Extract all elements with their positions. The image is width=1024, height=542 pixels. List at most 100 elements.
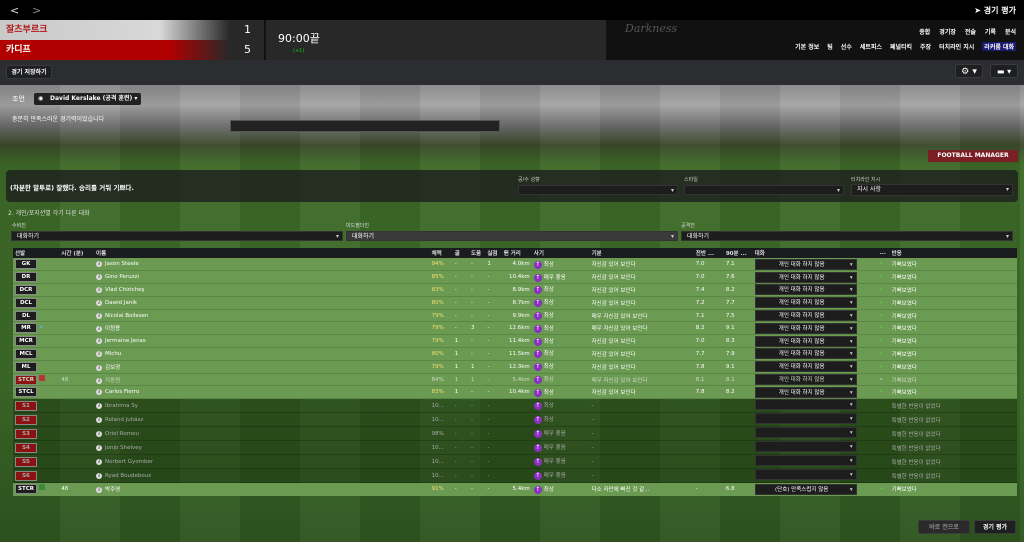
player-row[interactable]: STCL i Carlos Fierro 83% 1 - - 10.4km ↑ 최상… — [13, 385, 1017, 400]
player-name[interactable]: i Michu — [94, 347, 430, 361]
player-row[interactable]: DR i Gino Peruzzi 85% - - - 10.4km ↑ 매우 좋음… — [13, 270, 1017, 285]
player-name[interactable]: i 김보경 — [94, 360, 430, 374]
player-talk-select[interactable]: 개인 대화 하지 않음 — [754, 284, 857, 296]
submenu-item[interactable]: 세트피스 — [859, 44, 882, 51]
info-icon[interactable]: i — [96, 326, 103, 333]
player-name[interactable]: i Jermaine Jenas — [94, 334, 430, 349]
column-header[interactable]: 반응 — [889, 248, 1017, 258]
column-header[interactable]: 사기 — [531, 248, 590, 258]
submenu-item[interactable]: 터치라인 지시 — [939, 44, 975, 51]
menu-item[interactable]: 종합 — [919, 29, 931, 36]
player-name[interactable]: i Jason Steele — [94, 258, 430, 272]
chat-button[interactable]: ▬ ▾ — [990, 64, 1018, 78]
submenu-item[interactable]: 팀 — [827, 44, 833, 51]
info-icon[interactable]: i — [96, 402, 103, 409]
player-talk-select[interactable]: (단호) 만족스럽지 않음 — [754, 483, 857, 495]
info-icon[interactable]: i — [96, 487, 103, 494]
away-team[interactable]: 카디프 — [0, 40, 260, 60]
player-talk-select[interactable]: 개인 대화 하지 않음 — [754, 258, 857, 270]
menu-item[interactable]: 분석 — [1004, 29, 1016, 36]
player-name[interactable]: i Oriol Romeu — [94, 426, 430, 442]
player-talk-select[interactable]: 개인 대화 하지 않음 — [754, 322, 857, 334]
player-talk-select[interactable]: 개인 대화 하지 않음 — [754, 335, 857, 347]
player-row[interactable]: S6 i Ryad Boudebouz 10... - - - ↑ 매우 좋음 - … — [13, 468, 1017, 484]
info-icon[interactable]: i — [96, 472, 103, 479]
player-name[interactable]: i Gino Peruzzi — [94, 270, 430, 285]
player-row[interactable]: MCR i Jermaine Jenas 79% 1 - - 11.4km ↑ 최상… — [13, 334, 1017, 349]
submenu-item[interactable]: 페널티킥 — [889, 44, 913, 51]
player-talk-select[interactable]: 개인 대화 하지 않음 — [754, 374, 857, 386]
player-name[interactable]: i Dawid Janik — [94, 296, 430, 310]
match-eval-link[interactable]: ➤ 경기 평가 — [974, 6, 1016, 15]
defence-talk-select[interactable]: 대화하기 — [11, 231, 343, 241]
info-icon[interactable]: i — [96, 274, 103, 281]
info-icon[interactable]: i — [96, 416, 103, 423]
column-header[interactable]: ... — [877, 248, 890, 258]
player-talk-select[interactable] — [754, 399, 857, 411]
player-row[interactable]: DCR i Vlad Chiricheş 83% - - - 8.9km ↑ 최상 … — [13, 283, 1017, 297]
player-name[interactable]: i 박주영 — [94, 482, 430, 496]
info-icon[interactable]: i — [96, 261, 103, 268]
info-icon[interactable]: i — [96, 377, 103, 384]
column-header[interactable]: 뛴 거리 — [501, 248, 532, 258]
column-header[interactable]: 도움 — [469, 248, 486, 258]
player-name[interactable]: i 이청용 — [94, 321, 430, 336]
player-name[interactable]: i Ibrahima Sy — [94, 398, 430, 414]
back-button-footer[interactable]: 바로 전으로 — [918, 520, 970, 534]
column-header[interactable]: 대화 — [752, 248, 878, 258]
attack-talk-select[interactable]: 대화하기 — [681, 231, 1013, 241]
back-button[interactable]: < — [10, 4, 20, 17]
column-header[interactable]: 이름 — [94, 248, 430, 258]
info-icon[interactable]: i — [96, 350, 103, 357]
player-name[interactable]: i Carlos Fierro — [94, 385, 430, 400]
submenu-item[interactable]: 라커룸 대화 — [982, 42, 1016, 51]
player-row[interactable]: S5 i Norbert Gyomber 10... - - - ↑ 매우 좋음 -… — [13, 454, 1017, 470]
player-row[interactable]: MR ✦ i 이청용 79% - 3 - 12.6km ↑ 최상 매우 자신감 있어… — [13, 321, 1017, 336]
info-icon[interactable]: i — [96, 458, 103, 465]
column-header[interactable]: 체력 — [429, 248, 453, 258]
column-header[interactable]: 시간 (분) — [59, 248, 95, 258]
advisor-select[interactable]: ◉ David Kerslake (공격 훈련) ▾ — [34, 93, 142, 105]
player-talk-select[interactable]: 개인 대화 하지 않음 — [754, 361, 857, 373]
player-name[interactable]: i Jonjo Shelvey — [94, 440, 430, 456]
style-select[interactable] — [684, 185, 844, 195]
player-talk-select[interactable]: 개인 대화 하지 않음 — [754, 386, 857, 398]
menu-item[interactable]: 전술 — [964, 29, 976, 36]
player-talk-select[interactable]: 개인 대화 하지 않음 — [754, 310, 857, 322]
column-header[interactable]: 선발 — [13, 248, 60, 258]
tone-select[interactable] — [518, 185, 678, 195]
info-icon[interactable]: i — [96, 338, 103, 345]
player-name[interactable]: i Ryad Boudebouz — [94, 468, 430, 484]
player-row[interactable]: STCR 48 i 박주영 91% - - - 5.4km ↑ 최상 다소 자만에 … — [13, 482, 1017, 496]
player-talk-select[interactable] — [754, 455, 857, 467]
menu-item[interactable]: 기록 — [984, 29, 996, 36]
column-header[interactable]: 90분 ... — [723, 248, 753, 258]
player-talk-select[interactable] — [754, 469, 857, 481]
player-talk-select[interactable] — [754, 427, 857, 439]
info-icon[interactable]: i — [96, 389, 103, 396]
player-name[interactable]: i Nicolai Boilesen — [94, 309, 430, 323]
submenu-item[interactable]: 주장 — [920, 44, 932, 51]
player-talk-select[interactable] — [754, 441, 857, 453]
midfield-talk-select[interactable]: 대화하기 — [346, 231, 678, 241]
player-row[interactable]: STCR 48 i 지동원 84% 1 1 - 5.4km ↑ 최상 매우 자신감 … — [13, 373, 1017, 387]
forward-button[interactable]: > — [32, 4, 42, 17]
player-talk-select[interactable] — [754, 413, 857, 425]
player-row[interactable]: ML i 김보경 79% 1 1 - 12.3km ↑ 최상 자신감 있어 보인다 … — [13, 360, 1017, 374]
column-header[interactable]: 실점 — [485, 248, 502, 258]
info-icon[interactable]: i — [96, 299, 103, 306]
player-name[interactable]: i 지동원 — [94, 373, 430, 387]
save-match-button[interactable]: 경기 저장하기 — [6, 65, 52, 79]
menu-item[interactable]: 경기장 — [939, 29, 956, 36]
player-name[interactable]: i Norbert Gyomber — [94, 454, 430, 470]
player-row[interactable]: DL i Nicolai Boilesen 79% - - - 9.9km ↑ 최상… — [13, 309, 1017, 323]
player-row[interactable]: GK i Jason Steele 94% - - 1 4.0km ↑ 최상 자신감… — [13, 258, 1017, 272]
settings-button[interactable]: ⚙ ▾ — [955, 64, 983, 78]
player-talk-select[interactable]: 개인 대화 하지 않음 — [754, 348, 857, 360]
home-team[interactable]: 잘츠부르크 — [0, 20, 260, 40]
player-name[interactable]: i Vlad Chiricheş — [94, 283, 430, 297]
